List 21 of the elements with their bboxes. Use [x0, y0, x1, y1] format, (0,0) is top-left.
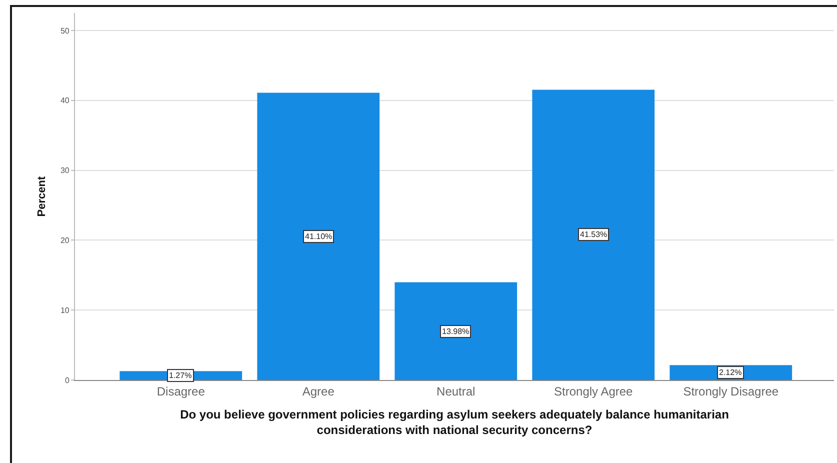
data-label: 2.12% — [719, 368, 742, 377]
y-axis-title: Percent — [36, 176, 48, 217]
data-label: 13.98% — [442, 327, 470, 336]
y-tick-label: 0 — [64, 376, 70, 385]
y-tick-label: 50 — [60, 26, 70, 36]
y-tick-label: 20 — [60, 236, 70, 245]
x-tick-label: Disagree — [156, 384, 206, 398]
x-tick-label: Strongly Agree — [554, 384, 634, 398]
y-tick-label: 30 — [60, 166, 70, 176]
y-tick-label: 40 — [60, 96, 70, 106]
x-axis-title: Do you believe government policies regarding asylum seekers adequately balance humanitarian considerations with national security concerns? — [180, 407, 729, 437]
bar — [532, 90, 655, 380]
x-tick-label: Agree — [302, 384, 335, 398]
data-label: 41.10% — [305, 232, 332, 241]
x-tick-label: Strongly Disagree — [683, 384, 779, 398]
data-label: 1.27% — [169, 371, 192, 380]
y-tick-label: 10 — [60, 306, 70, 315]
x-tick-label: Neutral — [436, 384, 476, 398]
data-label: 41.53% — [580, 230, 608, 239]
bar — [257, 92, 380, 380]
bar — [394, 282, 518, 380]
